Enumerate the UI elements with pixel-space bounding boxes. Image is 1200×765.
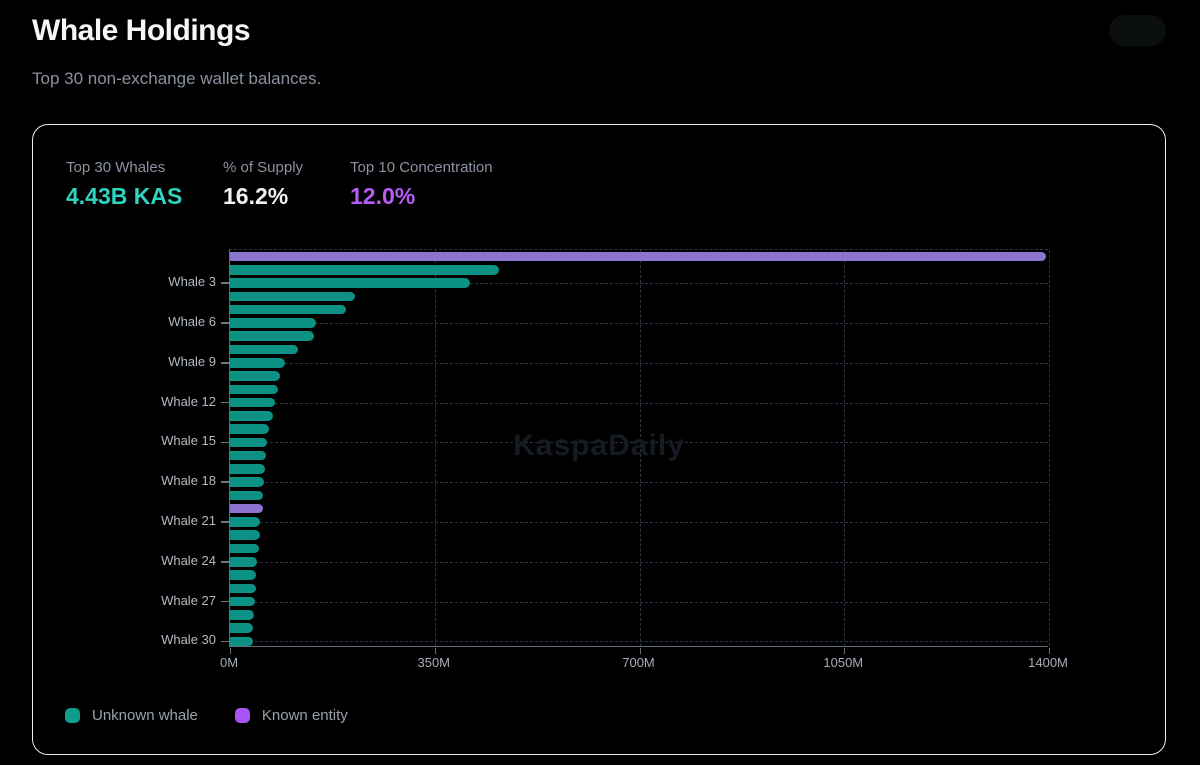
legend-item-unknown-whale: Unknown whale — [65, 707, 198, 724]
bar-whale-30[interactable] — [230, 636, 253, 647]
stat-percent-of-supply: % of Supply 16.2% — [223, 159, 303, 210]
bar-whale-22[interactable] — [230, 530, 260, 540]
page-title: Whale Holdings — [32, 14, 251, 47]
x-axis-tick — [230, 648, 231, 654]
x-axis-tick-label: 700M — [622, 655, 655, 670]
gridline-vertical — [434, 250, 436, 646]
unknown-whale-swatch-icon — [65, 708, 80, 723]
y-axis-tick-label: Whale 21 — [161, 512, 216, 528]
bar-whale-20[interactable] — [230, 503, 263, 514]
bar-whale-19[interactable] — [230, 490, 264, 501]
bar-whale-27[interactable] — [230, 596, 256, 607]
known-entity-swatch-icon — [234, 708, 250, 723]
bar-whale-29[interactable] — [230, 623, 254, 633]
bar-whale-4[interactable] — [230, 291, 355, 302]
gridline-vertical — [639, 250, 641, 646]
gridline-horizontal — [230, 521, 1048, 523]
y-axis-tick — [221, 362, 230, 364]
chart-card: Top 30 Whales 4.43B KAS % of Supply 16.2… — [32, 124, 1166, 755]
gridline-horizontal — [230, 283, 1048, 285]
bar-whale-17[interactable] — [230, 464, 265, 474]
gridline-horizontal — [230, 601, 1048, 603]
legend-item-known-entity: Known entity — [234, 707, 348, 724]
gridline-horizontal — [230, 322, 1048, 324]
y-axis-tick-label: Whale 18 — [161, 473, 216, 489]
y-axis-tick-label: Whale 27 — [161, 592, 216, 608]
x-axis-tick-label: 1050M — [823, 655, 864, 670]
plot-area — [221, 249, 1050, 654]
bar-whale-12[interactable] — [230, 397, 276, 408]
gridline-horizontal — [230, 442, 1048, 444]
y-axis-tick-label: Whale 24 — [161, 552, 216, 568]
bar-whale-6[interactable] — [230, 318, 316, 328]
y-axis-tick — [221, 401, 230, 404]
bar-whale-9[interactable] — [230, 358, 285, 368]
bar-whale-25[interactable] — [230, 570, 257, 580]
bar-whale-2[interactable] — [230, 265, 500, 275]
x-axis-labels: 0M 350M 700M 1050M 1400M — [220, 655, 1068, 675]
y-axis-tick-label: Whale 30 — [161, 632, 216, 648]
stat-label: % of Supply — [223, 159, 304, 176]
stat-value: 16.2% — [223, 183, 289, 209]
x-axis-tick — [434, 648, 436, 654]
gridline-horizontal — [230, 402, 1048, 404]
bar-whale-15[interactable] — [230, 437, 268, 448]
page-subtitle: Top 30 non-exchange wallet balances. — [32, 69, 322, 88]
legend-label: Unknown whale — [92, 707, 198, 724]
bar-whale-24[interactable] — [230, 557, 257, 567]
corner-pill-button[interactable] — [1109, 15, 1166, 46]
bar-whale-7[interactable] — [230, 331, 314, 341]
y-axis-tick — [221, 322, 230, 324]
y-axis-tick-label: Whale 12 — [161, 393, 216, 409]
bar-whale-13[interactable] — [230, 411, 273, 421]
gridline-vertical — [1049, 250, 1050, 646]
legend-label: Known entity — [261, 707, 348, 724]
x-axis-tick-label: 0M — [219, 655, 239, 670]
gridline-vertical — [844, 250, 846, 646]
chart-legend: Unknown whale Known entity — [65, 707, 348, 724]
x-axis-tick — [639, 648, 641, 654]
y-axis-tick — [221, 481, 230, 483]
gridline-horizontal — [230, 641, 1048, 643]
x-axis-tick-label: 1400M — [1028, 655, 1068, 670]
stat-label: Top 10 Concentration — [350, 159, 493, 176]
y-axis-tick — [221, 600, 230, 603]
y-axis-tick — [221, 441, 230, 444]
bar-whale-28[interactable] — [230, 610, 254, 620]
bar-whale-21[interactable] — [230, 517, 261, 527]
y-axis-labels: Whale 3 Whale 6 Whale 9 Whale 12 Whale 15 Wha… — [33, 249, 216, 647]
bar-whale-5[interactable] — [230, 304, 346, 315]
bar-whale-14[interactable] — [230, 424, 270, 434]
stat-top-10-concentration: Top 10 Concentration 12.0% — [350, 159, 493, 210]
bar-chart: Whale 3 Whale 6 Whale 9 Whale 12 Whale 15 Wha… — [33, 249, 1167, 689]
bar-whale-16[interactable] — [230, 450, 267, 461]
x-axis-tick-label: 350M — [417, 655, 451, 670]
y-axis-tick-label: Whale 9 — [168, 353, 216, 369]
y-axis-tick — [221, 561, 230, 563]
x-axis-tick — [1049, 648, 1050, 654]
y-axis-tick-label: Whale 3 — [168, 274, 216, 290]
gridline-horizontal — [230, 362, 1048, 364]
stat-top-30-whales: Top 30 Whales 4.43B KAS — [66, 159, 182, 210]
bar-whale-8[interactable] — [230, 344, 298, 355]
bar-whale-18[interactable] — [230, 477, 264, 487]
bar-whale-1[interactable] — [230, 251, 1047, 262]
bar-whale-26[interactable] — [230, 583, 256, 594]
stat-label: Top 30 Whales — [66, 159, 166, 176]
bar-whale-11[interactable] — [230, 384, 278, 395]
stat-value: 4.43B KAS — [66, 183, 183, 209]
gridline-horizontal — [230, 482, 1048, 484]
bar-whale-10[interactable] — [230, 371, 281, 381]
gridline-horizontal — [230, 561, 1048, 563]
bar-whale-23[interactable] — [230, 543, 259, 554]
y-axis-tick — [221, 282, 230, 284]
y-axis-tick-label: Whale 6 — [168, 313, 216, 329]
bar-whale-3[interactable] — [230, 278, 470, 288]
x-axis-tick — [844, 648, 846, 654]
y-axis-tick-label: Whale 15 — [161, 433, 216, 449]
stat-value: 12.0% — [350, 183, 416, 209]
y-axis-tick — [221, 521, 230, 523]
y-axis-tick — [221, 640, 230, 643]
